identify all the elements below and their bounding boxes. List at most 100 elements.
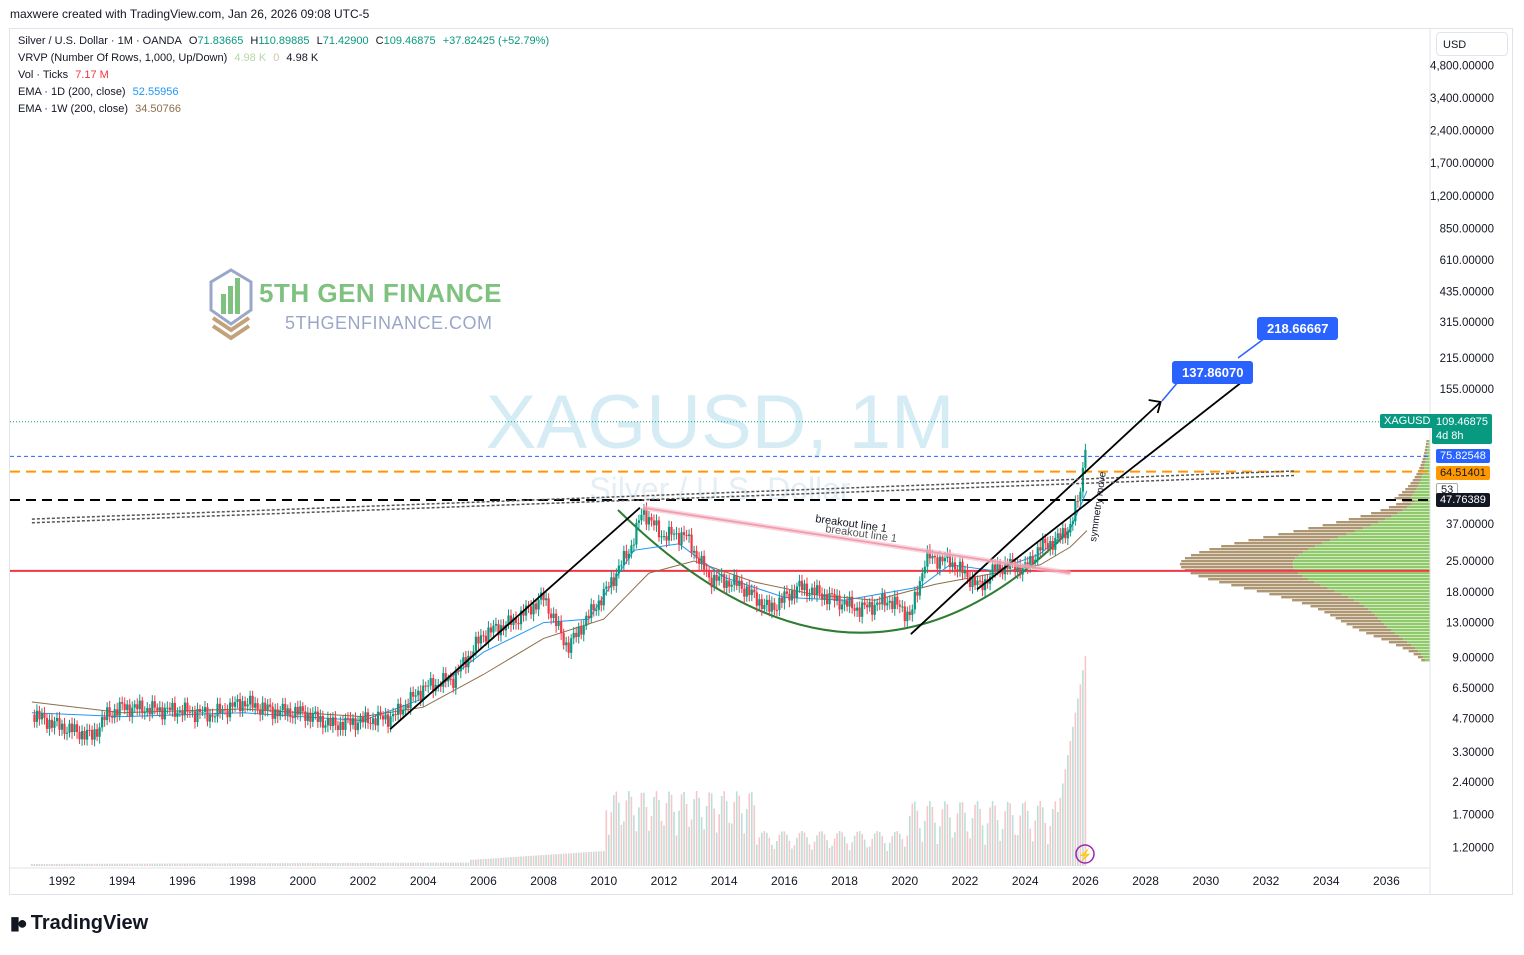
candle-body[interactable]	[351, 718, 355, 725]
candle-body[interactable]	[996, 563, 999, 571]
candle-body[interactable]	[103, 716, 106, 721]
candle-body[interactable]	[512, 617, 515, 625]
candle-body[interactable]	[151, 701, 154, 715]
candle-body[interactable]	[1016, 564, 1019, 573]
candle-body[interactable]	[251, 695, 254, 708]
candle-body[interactable]	[138, 700, 141, 710]
candle-body[interactable]	[319, 715, 322, 722]
candle-body[interactable]	[118, 702, 121, 716]
candle-body[interactable]	[326, 718, 329, 726]
candle-body[interactable]	[793, 590, 796, 598]
candle-body[interactable]	[557, 621, 560, 627]
candle-body[interactable]	[592, 604, 595, 611]
candle-body[interactable]	[632, 544, 635, 546]
candle-body[interactable]	[1051, 540, 1054, 550]
candle-body[interactable]	[687, 534, 691, 537]
candle-body[interactable]	[472, 651, 475, 656]
candle-body[interactable]	[289, 708, 292, 717]
candle-body[interactable]	[178, 711, 181, 713]
candle-body[interactable]	[33, 714, 36, 722]
candle-body[interactable]	[349, 718, 352, 725]
candle-body[interactable]	[48, 719, 51, 729]
candle-body[interactable]	[226, 710, 229, 718]
candle-body[interactable]	[128, 704, 131, 717]
candle-body[interactable]	[1019, 564, 1022, 575]
candle-body[interactable]	[715, 574, 718, 581]
candle-body[interactable]	[123, 703, 126, 711]
candle-body[interactable]	[208, 714, 212, 722]
candle-body[interactable]	[419, 690, 422, 701]
candle-body[interactable]	[675, 533, 678, 535]
candle-body[interactable]	[331, 717, 334, 727]
candle-body[interactable]	[271, 706, 274, 719]
candle-body[interactable]	[718, 576, 721, 581]
candle-body[interactable]	[856, 607, 859, 611]
candle-body[interactable]	[306, 712, 309, 721]
candle-body[interactable]	[356, 722, 360, 731]
candle-body[interactable]	[249, 695, 252, 705]
candle-body[interactable]	[858, 607, 861, 617]
candle-body[interactable]	[655, 520, 658, 526]
candle-body[interactable]	[381, 715, 385, 720]
candle-body[interactable]	[813, 587, 816, 596]
candle-body[interactable]	[274, 709, 277, 719]
candle-body[interactable]	[529, 606, 533, 615]
candle-body[interactable]	[698, 558, 701, 564]
candle-body[interactable]	[402, 709, 405, 715]
candle-body[interactable]	[459, 664, 462, 672]
candle-body[interactable]	[1034, 559, 1037, 564]
candle-body[interactable]	[85, 729, 89, 740]
candle-body[interactable]	[585, 615, 588, 627]
candle-body[interactable]	[238, 698, 242, 712]
candle-body[interactable]	[773, 602, 776, 610]
candle-body[interactable]	[439, 684, 442, 687]
candle-body[interactable]	[622, 550, 625, 566]
candle-body[interactable]	[770, 602, 773, 612]
candle-body[interactable]	[344, 717, 347, 730]
candle-body[interactable]	[1021, 567, 1024, 575]
candle-body[interactable]	[758, 599, 761, 606]
candle-body[interactable]	[43, 713, 46, 718]
candle-body[interactable]	[223, 709, 227, 711]
candle-body[interactable]	[176, 712, 179, 717]
candle-body[interactable]	[685, 535, 688, 537]
candle-body[interactable]	[519, 610, 523, 625]
candle-body[interactable]	[146, 708, 149, 713]
candle-body[interactable]	[672, 533, 676, 535]
candle-body[interactable]	[161, 707, 164, 720]
candle-body[interactable]	[582, 626, 585, 635]
candle-body[interactable]	[98, 727, 101, 737]
candle-body[interactable]	[956, 569, 959, 572]
candle-body[interactable]	[487, 627, 490, 642]
candle-body[interactable]	[494, 623, 498, 626]
candle-body[interactable]	[951, 562, 954, 568]
candle-body[interactable]	[63, 723, 66, 734]
candle-body[interactable]	[710, 577, 713, 588]
candle-body[interactable]	[141, 700, 144, 714]
candle-body[interactable]	[918, 581, 921, 596]
candle-body[interactable]	[971, 576, 974, 588]
candle-body[interactable]	[828, 593, 831, 605]
candle-body[interactable]	[256, 703, 259, 710]
candle-body[interactable]	[958, 561, 962, 572]
candle-body[interactable]	[121, 702, 124, 704]
candle-body[interactable]	[615, 573, 618, 586]
candle-body[interactable]	[113, 709, 116, 718]
candle-body[interactable]	[384, 714, 387, 720]
candle-body[interactable]	[713, 574, 716, 588]
candle-body[interactable]	[662, 536, 666, 538]
candle-body[interactable]	[166, 707, 169, 709]
candle-body[interactable]	[968, 576, 972, 588]
candle-body[interactable]	[846, 600, 849, 607]
candle-body[interactable]	[427, 685, 430, 687]
candle-body[interactable]	[324, 725, 327, 728]
candle-body[interactable]	[173, 702, 176, 717]
candle-body[interactable]	[936, 557, 939, 569]
candle-body[interactable]	[815, 585, 819, 596]
candle-body[interactable]	[873, 604, 876, 615]
candle-body[interactable]	[206, 707, 209, 722]
candle-body[interactable]	[778, 597, 781, 610]
candle-body[interactable]	[537, 599, 540, 610]
candle-body[interactable]	[723, 574, 726, 588]
candle-body[interactable]	[241, 701, 244, 712]
